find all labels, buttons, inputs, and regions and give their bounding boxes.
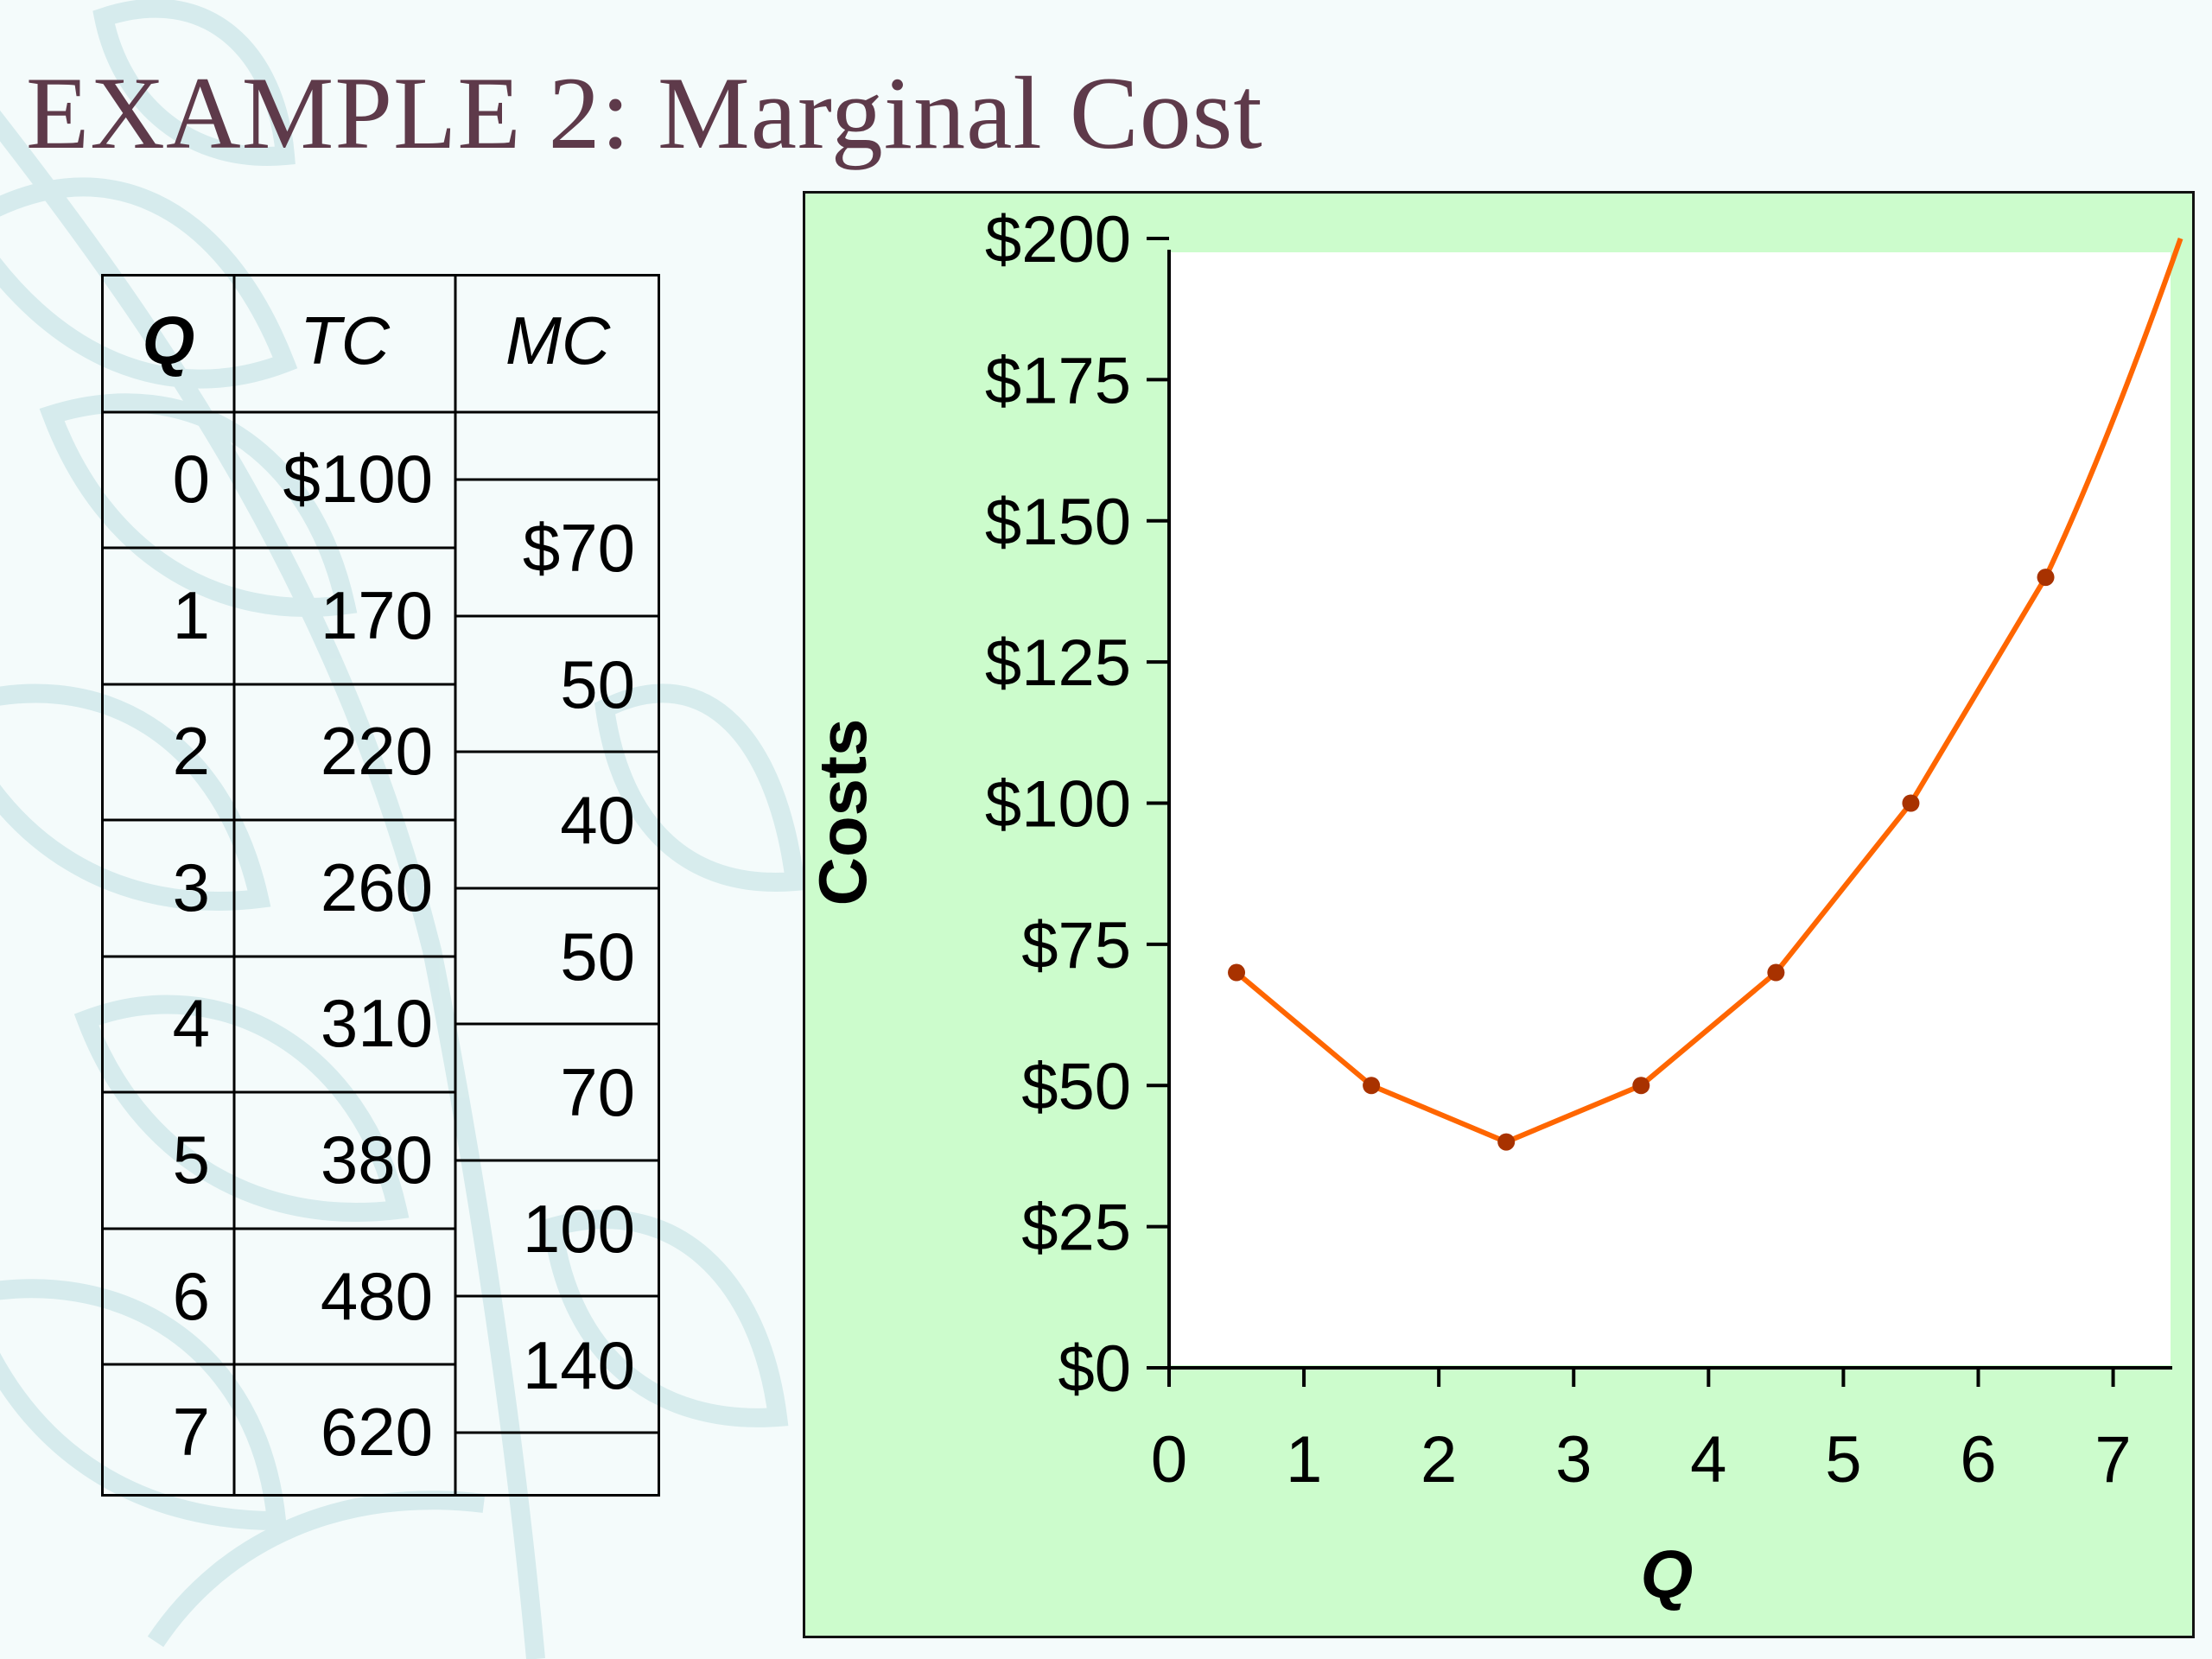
q-cell: 7 <box>172 1394 210 1471</box>
y-tick-label: $50 <box>1021 1050 1131 1123</box>
y-axis-title: Costs <box>805 719 880 906</box>
q-cell: 1 <box>172 576 210 653</box>
x-tick-label: 5 <box>1825 1423 1861 1497</box>
mc-data-point <box>1902 794 1920 812</box>
header-tc: TC <box>300 302 390 378</box>
plot-area <box>1168 252 2171 1365</box>
tc-cell: 170 <box>320 576 433 653</box>
q-cell: 5 <box>172 1122 210 1198</box>
mc-data-point <box>1497 1133 1516 1151</box>
chart-panel: $0 $25 $50 $75 $100 $125 $150 $175 $200 0 1 2 3 4 5 6 7 … <box>803 191 2195 1638</box>
y-tick-label: $0 <box>1058 1332 1131 1406</box>
x-tick-label: 6 <box>1960 1423 1996 1497</box>
q-cell: 0 <box>172 441 210 517</box>
mc-cell: 70 <box>560 1054 635 1131</box>
mc-cell: 40 <box>560 782 635 859</box>
mc-data-point <box>1228 963 1246 982</box>
mc-data-point <box>1632 1077 1650 1095</box>
mc-cell: 100 <box>522 1191 635 1267</box>
tc-cell: 310 <box>320 985 433 1062</box>
x-tick-label: 7 <box>2094 1423 2131 1497</box>
header-mc: MC <box>505 302 611 378</box>
table-grid <box>101 274 660 1497</box>
header-q: Q <box>142 302 195 378</box>
y-tick-label: $175 <box>985 344 1131 417</box>
mc-data-point <box>2037 569 2055 587</box>
x-tick-label: 1 <box>1286 1423 1322 1497</box>
cost-table: Q TC MC 0 $100 1 170 2 220 3 260 4 310 5 380 6 480 7 62… <box>101 274 660 1497</box>
y-tick-label: $150 <box>985 486 1131 559</box>
y-tick-label: $75 <box>1021 909 1131 982</box>
tc-cell: 380 <box>320 1122 433 1198</box>
q-cell: 3 <box>172 849 210 925</box>
x-tick-label: 2 <box>1421 1423 1457 1497</box>
x-tick-label: 4 <box>1690 1423 1726 1497</box>
mc-cell: 140 <box>522 1326 635 1403</box>
tc-cell: $100 <box>283 441 433 517</box>
y-tick-label: $100 <box>985 768 1131 842</box>
y-tick-label: $125 <box>985 626 1131 700</box>
mc-cell: 50 <box>560 918 635 995</box>
mc-curve-line <box>1235 238 2183 1145</box>
q-cell: 6 <box>172 1257 210 1334</box>
x-tick-label: 3 <box>1555 1423 1592 1497</box>
y-tick-label: $200 <box>985 203 1131 276</box>
mc-cell: 50 <box>560 645 635 722</box>
tc-cell: 620 <box>320 1394 433 1471</box>
y-tick-label: $25 <box>1021 1192 1131 1265</box>
q-cell: 2 <box>172 713 210 790</box>
slide-title: EXAMPLE 2: Marginal Cost <box>26 55 1263 170</box>
x-axis-title: Q <box>1641 1536 1694 1612</box>
tc-cell: 260 <box>320 849 433 925</box>
mc-cell: $70 <box>522 510 635 586</box>
q-cell: 4 <box>172 985 210 1062</box>
mc-data-point <box>1767 963 1785 982</box>
tc-cell: 480 <box>320 1257 433 1334</box>
x-tick-label: 0 <box>1151 1423 1187 1497</box>
tc-cell: 220 <box>320 713 433 790</box>
mc-data-point <box>1363 1077 1381 1095</box>
